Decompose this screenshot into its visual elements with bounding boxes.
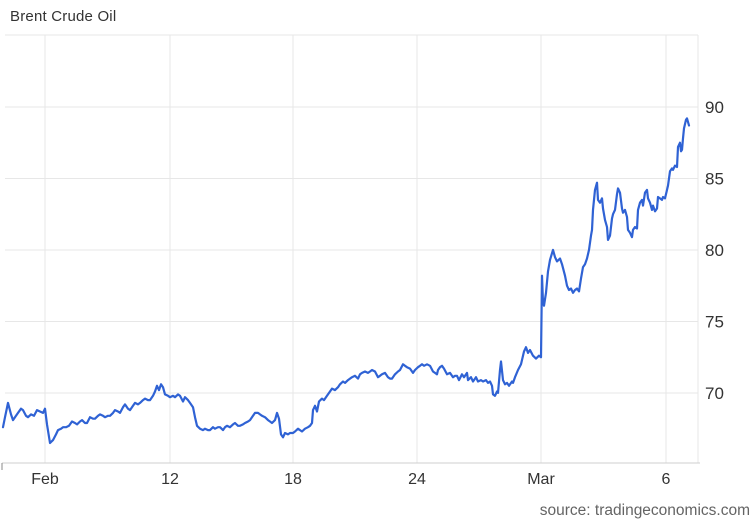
x-tick-label: 18 xyxy=(284,471,302,488)
y-tick-label: 90 xyxy=(705,98,724,117)
y-tick-label: 85 xyxy=(705,169,724,188)
source-label: source: tradingeconomics.com xyxy=(539,502,750,519)
x-tick-label: 24 xyxy=(408,471,426,488)
x-tick-label: Mar xyxy=(527,471,555,488)
y-tick-label: 70 xyxy=(705,384,724,403)
price-line[interactable] xyxy=(1,117,691,445)
x-tick-label: 6 xyxy=(662,471,671,488)
x-tick-label: 12 xyxy=(161,471,179,488)
plot-area[interactable] xyxy=(5,35,698,463)
y-tick-label: 80 xyxy=(705,241,724,260)
x-tick-label: Feb xyxy=(31,471,59,488)
chart-title: Brent Crude Oil xyxy=(10,8,117,25)
y-tick-label: 75 xyxy=(705,312,724,331)
